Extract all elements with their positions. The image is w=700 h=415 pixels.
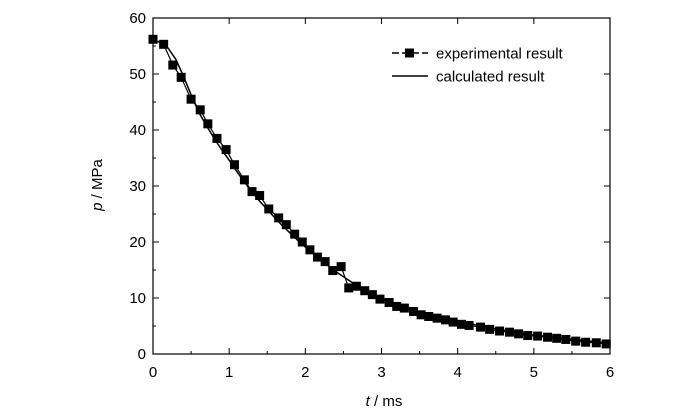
experimental-point: [297, 237, 307, 247]
experimental-point: [601, 339, 611, 349]
y-tick-label: 40: [129, 122, 146, 139]
experimental-point: [514, 329, 524, 339]
experimental-point: [561, 334, 571, 344]
x-tick-label: 2: [301, 364, 309, 381]
legend-experimental-label: experimental result: [436, 46, 564, 63]
y-axis-ticks: 0 10 20 30 40 50 60: [129, 10, 610, 363]
x-tick-label: 0: [149, 364, 157, 381]
experimental-point: [581, 337, 591, 347]
experimental-point: [392, 301, 402, 311]
y-axis-label: p / MPa: [89, 159, 106, 212]
experimental-point: [313, 252, 323, 262]
x-tick-label: 5: [530, 364, 538, 381]
experimental-point: [247, 187, 257, 197]
experimental-point: [255, 191, 265, 201]
experimental-point: [495, 326, 505, 336]
y-tick-label: 50: [129, 66, 146, 83]
legend-item-experimental: experimental result: [392, 46, 564, 63]
experimental-point: [367, 290, 377, 300]
experimental-point: [148, 34, 158, 44]
y-tick-label: 20: [129, 234, 146, 251]
experimental-point: [281, 220, 291, 230]
experimental-point: [448, 317, 458, 327]
x-axis-label-symbol: t: [366, 393, 371, 410]
x-axis-ticks: 0 1 2 3 4 5 6: [149, 18, 614, 381]
y-tick-label: 10: [129, 290, 146, 307]
x-axis-label-unit: / ms: [370, 393, 403, 410]
experimental-point: [212, 133, 222, 143]
experimental-point: [168, 60, 178, 70]
experimental-point: [203, 119, 213, 129]
x-axis-label: t / ms: [366, 393, 403, 410]
y-tick-label: 0: [138, 346, 146, 363]
experimental-point: [176, 72, 186, 82]
experimental-point: [221, 145, 231, 155]
experimental-point: [375, 294, 385, 304]
x-tick-label: 4: [453, 364, 461, 381]
experimental-point: [552, 333, 562, 343]
experimental-point: [336, 262, 346, 272]
legend: experimental result calculated result: [392, 46, 564, 86]
y-tick-label: 30: [129, 178, 146, 195]
legend-item-calculated: calculated result: [392, 69, 545, 86]
experimental-point: [408, 306, 418, 316]
experimental-point: [186, 94, 196, 104]
experimental-point: [195, 105, 205, 115]
series-layer: [148, 34, 611, 349]
y-tick-label: 60: [129, 10, 146, 27]
experimental-point: [456, 319, 466, 329]
experimental-point: [424, 311, 434, 321]
experimental-point: [543, 332, 553, 342]
experimental-point: [239, 175, 249, 185]
experimental-point: [504, 327, 514, 337]
legend-experimental-marker: [405, 48, 414, 58]
legend-calculated-label: calculated result: [436, 69, 545, 86]
experimental-point: [290, 229, 300, 239]
experimental-point: [384, 297, 394, 307]
experimental-point: [523, 331, 533, 341]
experimental-point: [416, 310, 426, 320]
x-tick-label: 6: [606, 364, 614, 381]
experimental-point: [533, 331, 543, 341]
experimental-point: [571, 336, 581, 346]
experimental-point: [344, 283, 354, 293]
experimental-point: [351, 281, 361, 291]
y-axis-label-unit: / MPa: [89, 159, 106, 203]
experimental-point: [591, 338, 601, 348]
experimental-point: [274, 213, 284, 223]
x-tick-label: 1: [225, 364, 233, 381]
x-tick-label: 3: [377, 364, 385, 381]
experimental-point: [440, 315, 450, 325]
experimental-point: [264, 204, 274, 214]
experimental-point: [320, 257, 330, 267]
experimental-point: [159, 39, 169, 49]
experimental-point: [399, 303, 409, 313]
experimental-point: [476, 322, 486, 332]
y-axis-label-symbol: p: [89, 203, 106, 212]
experimental-point: [229, 160, 239, 170]
experimental-point: [328, 266, 338, 276]
experimental-point: [360, 286, 370, 296]
experimental-point: [305, 245, 315, 255]
experimental-point: [432, 313, 442, 323]
experimental-point: [464, 320, 474, 330]
experimental-point: [485, 324, 495, 334]
